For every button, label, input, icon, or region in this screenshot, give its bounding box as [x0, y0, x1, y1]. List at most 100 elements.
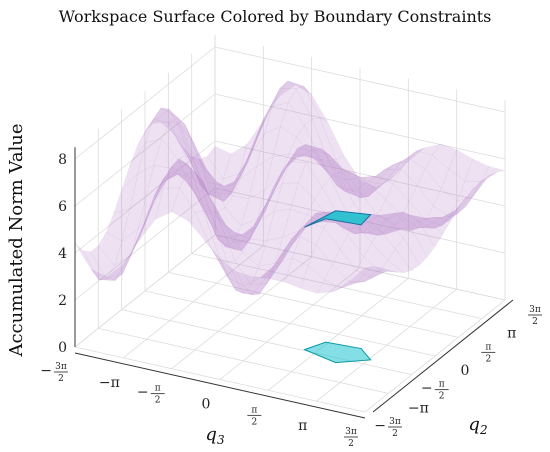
surface-patch-16-15: [448, 195, 474, 218]
surface-patch-4-10: [216, 207, 242, 243]
surface-patch-4-9: [209, 210, 234, 248]
y-tick-label-4: π2: [481, 342, 496, 364]
surface-patch-13-1: [291, 236, 317, 267]
surface-patch-5-16: [279, 80, 305, 89]
surface-patch-17-17: [480, 166, 506, 183]
grid-lines: [74, 35, 506, 413]
workspace-surface: [74, 80, 506, 296]
surface-patch-9-15: [336, 185, 361, 199]
surface-patch-11-2: [267, 238, 292, 276]
surface-patch-0-13: [175, 137, 201, 184]
surface-patch-14-17: [432, 143, 457, 170]
surface-patch-6-5: [210, 197, 235, 233]
floor-grid-y-3: [144, 290, 436, 357]
surface-patch-17-16: [473, 171, 498, 197]
y-tick-label-3: 0: [461, 363, 470, 379]
surface-patch-7-9: [257, 171, 282, 225]
surface-patch-15-1: [324, 264, 349, 289]
z-tick-label-3: 6: [58, 199, 67, 215]
surface-patch-7-13: [288, 136, 314, 158]
x-axis-label-base: q: [205, 424, 217, 445]
surface-patch-17-14: [457, 180, 482, 214]
surface-patch-5-1: [162, 167, 188, 189]
surface-patch-2-10: [184, 124, 210, 175]
x-tick-label-1: −π: [99, 375, 120, 391]
surface-patch-7-4: [218, 219, 244, 261]
surface-patch-11-11: [337, 171, 362, 204]
surface-patch-15-13: [417, 219, 443, 229]
surface-patch-16-8: [394, 211, 420, 229]
surface-patch-10-10: [313, 148, 339, 179]
surface-patch-3-17: [255, 96, 280, 143]
surface-patch-9-12: [312, 149, 338, 167]
surface-patch-0-10: [152, 108, 178, 124]
constraint-region-floor-projection: [303, 341, 372, 364]
surface-patch-5-2: [170, 158, 196, 175]
surface-patch-2-4: [138, 182, 163, 229]
surface-patch-9-6: [266, 208, 291, 241]
y-axis-line: [372, 299, 514, 413]
surface-patch-11-3: [275, 230, 300, 270]
surface-patch-10-11: [321, 148, 347, 174]
surface-patch-12-16: [392, 150, 417, 166]
surface-patch-9-13: [320, 160, 346, 181]
surface-patch-1-8: [152, 107, 178, 123]
y-tick-label-6: 3π2: [528, 305, 543, 327]
surface-patch-4-5: [178, 173, 203, 201]
floor-grid-y-5: [191, 253, 482, 320]
y-tick-label-2-den: 2: [439, 392, 445, 402]
surface-patch-5-7: [209, 222, 235, 250]
surface-patch-14-12: [393, 215, 419, 231]
surface-patch-17-5: [387, 248, 413, 273]
surface-patch-6-7: [225, 231, 251, 250]
z-tick-label-1: 2: [58, 293, 67, 309]
surface-patch-9-11: [305, 144, 330, 156]
surface-patch-4-16: [263, 80, 288, 119]
surface-patch-9-5: [258, 236, 284, 267]
surface-patch-5-15: [271, 87, 297, 107]
surface-patch-17-9: [418, 217, 444, 248]
surface-patch-0-12: [168, 128, 193, 165]
surface-patch-4-3: [162, 158, 188, 180]
surface-patch-3-12: [216, 177, 242, 197]
surface-patch-15-9: [386, 211, 412, 225]
surface-patch-10-0: [235, 271, 261, 287]
surface-patch-10-14: [344, 177, 370, 192]
surface-patch-0-3: [98, 231, 123, 266]
surface-patch-7-6: [234, 222, 259, 240]
surface-patch-3-7: [177, 155, 202, 204]
surface-patch-6-0: [171, 187, 196, 221]
surface-patch-12-1: [275, 236, 301, 265]
x-tick-label-5: π: [298, 418, 307, 434]
x-tick-label-4-den: 2: [251, 417, 257, 427]
y-tick-label-2-num: π: [439, 380, 445, 390]
surface-patch-10-12: [329, 154, 354, 174]
surface-patch-11-9: [321, 177, 347, 217]
x-tick-label-3: 0: [202, 397, 211, 413]
y-tick-label-2-sign: −: [421, 381, 433, 397]
y-tick-label-4-den: 2: [485, 354, 491, 364]
surface-patch-3-1: [130, 194, 156, 254]
surface-patch-8-9: [273, 147, 298, 187]
surface-patch-6-4: [202, 180, 227, 227]
surface-patch-14-11: [385, 227, 411, 235]
x-axis-label-sub: 3: [217, 433, 225, 447]
wall-grid-z-1: [74, 187, 506, 301]
surface-patch-0-2: [90, 245, 115, 280]
surface-patch-13-16: [408, 150, 434, 170]
y-tick-label-0-sign: −: [374, 418, 386, 434]
surface-patch-10-8: [298, 162, 323, 200]
surface-patch-3-8: [185, 155, 210, 211]
surface-patch-8-6: [250, 210, 275, 241]
surface-patch-7-16: [311, 117, 337, 161]
surface-patch-1-13: [191, 164, 217, 198]
surface-patch-8-7: [257, 183, 283, 223]
surface-patch-4-12: [232, 165, 258, 200]
surface-patch-1-11: [176, 121, 201, 162]
surface-patch-11-16: [376, 162, 402, 184]
surface-patch-5-4: [186, 163, 211, 199]
surface-patch-7-7: [242, 203, 267, 235]
surface-patch-10-4: [266, 246, 292, 284]
surface-patch-11-17: [384, 161, 410, 184]
